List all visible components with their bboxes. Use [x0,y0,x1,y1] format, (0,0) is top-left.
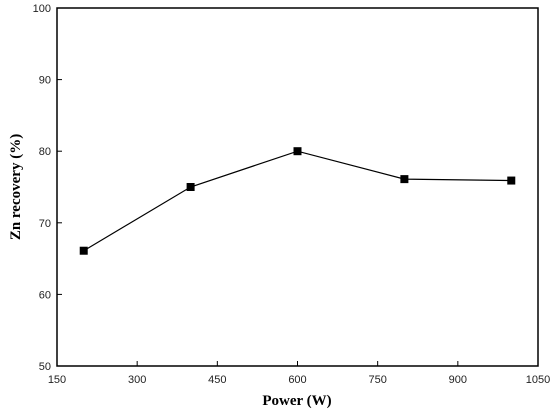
series-layer [79,147,516,255]
data-point-marker [79,246,88,255]
y-tick-label: 80 [39,146,51,158]
data-point-marker [400,175,409,184]
plot-frame [56,7,539,367]
x-tick-label: 150 [48,374,66,386]
x-axis-ticks: 150 300 450 600 750 900 1050 [48,361,550,386]
data-point-marker [507,176,516,185]
x-tick-label: 450 [208,374,226,386]
x-tick-label: 300 [128,374,146,386]
series-line [83,150,512,252]
x-axis-title: Power (W) [262,393,331,409]
y-tick-label: 70 [39,218,51,230]
data-point-marker [293,147,302,156]
y-tick-label: 100 [33,3,51,15]
x-tick-label: 1050 [526,374,550,386]
y-tick-label: 50 [39,361,51,373]
y-tick-label: 60 [39,289,51,301]
y-tick-label: 90 [39,75,51,87]
x-tick-label: 750 [368,374,386,386]
x-tick-label: 600 [288,374,306,386]
data-point-marker [186,183,195,191]
y-axis-ticks: 50 60 70 80 90 100 [33,3,62,373]
y-axis-title: Zn recovery (%) [8,134,24,240]
x-tick-label: 900 [449,374,467,386]
